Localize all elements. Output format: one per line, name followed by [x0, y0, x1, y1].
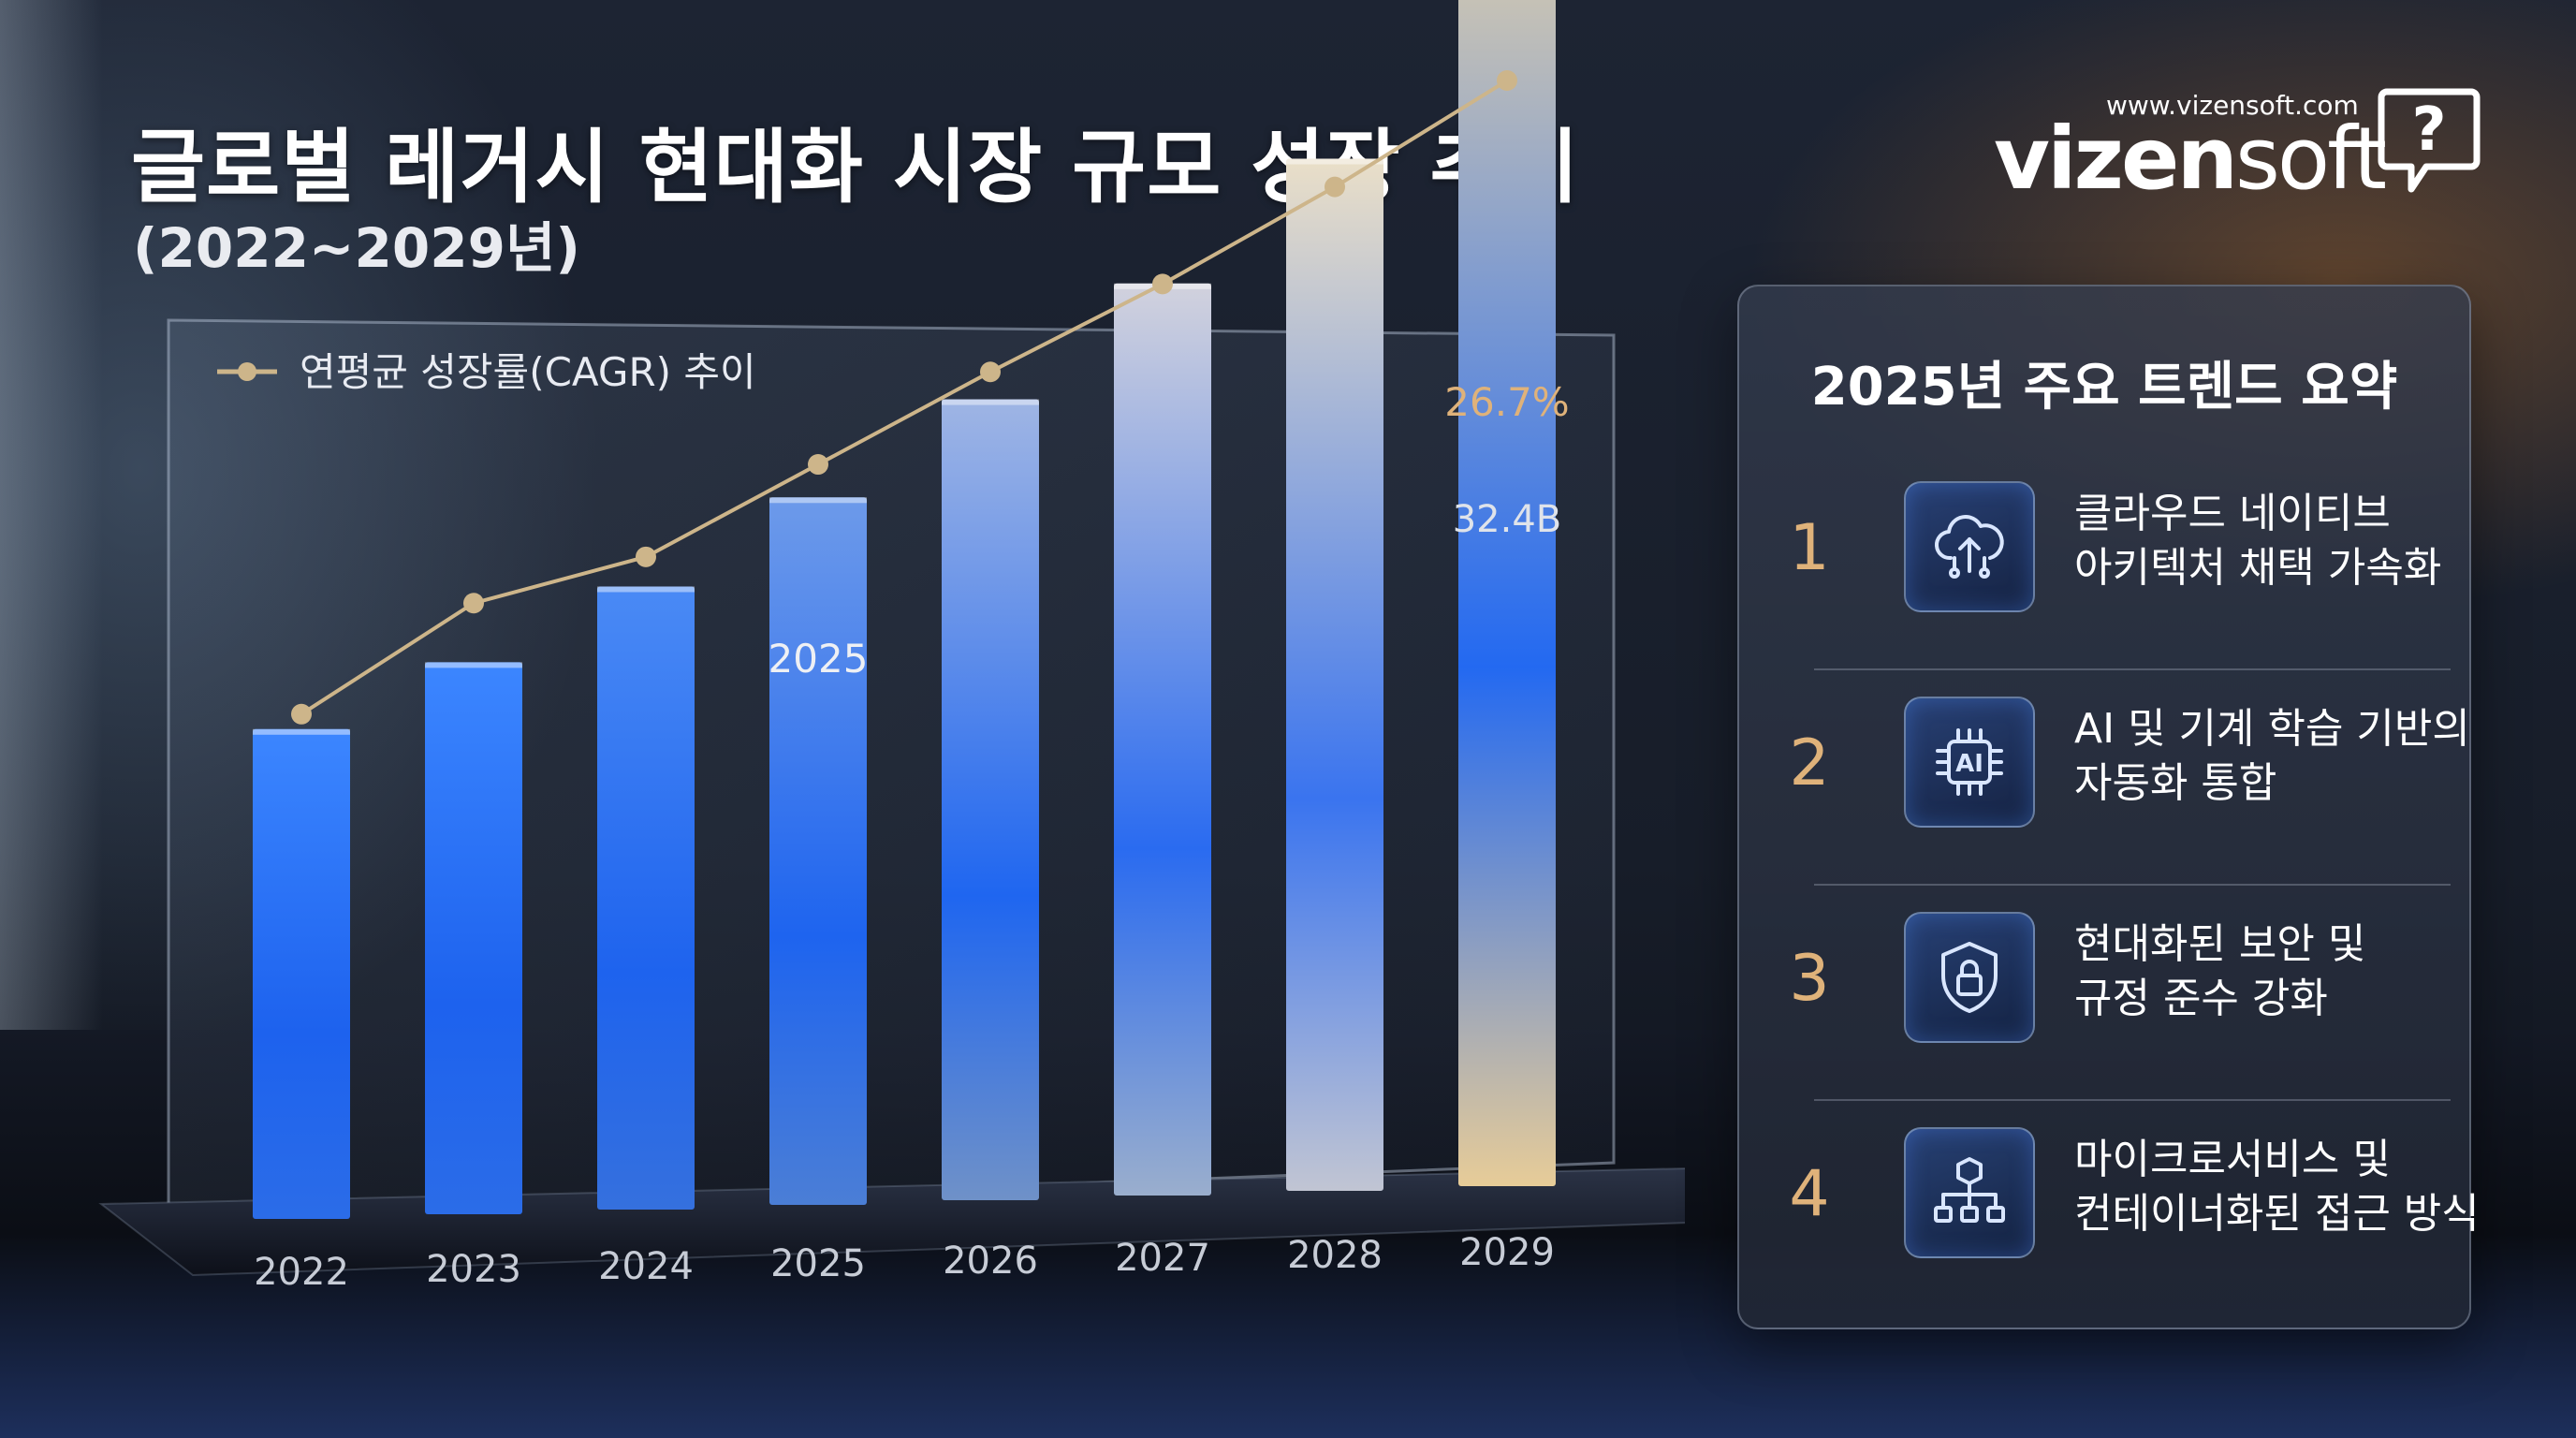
brand-url[interactable]: www.vizensoft.com	[2106, 90, 2359, 121]
legend-marker	[238, 362, 256, 381]
trend-item-1: 1 클라우드 네이티브 아키텍처 채택 가속화	[1777, 455, 2451, 670]
ai-chip-label: AI	[1955, 750, 1983, 778]
trend-text: 현대화된 보안 및 규정 준수 강화	[2074, 917, 2449, 1026]
bar-highlight-2028	[1286, 158, 1383, 165]
trend-number: 1	[1789, 511, 1830, 585]
trend-text-line1: 마이크로서비스 및	[2074, 1136, 2391, 1183]
brand-wordmark: vizensoft	[1994, 116, 2387, 202]
x-tick-label-2025: 2025	[770, 1242, 866, 1285]
microservices-network-icon	[1904, 1127, 2035, 1258]
brand-icon-glyph: ?	[2411, 95, 2446, 165]
ai-chip-icon: AI	[1904, 697, 2035, 828]
cloud-upload-icon	[1904, 481, 2035, 612]
cagr-value-label-2029: 26.7%	[1444, 379, 1569, 425]
trend-text: 클라우드 네이티브 아키텍처 채택 가속화	[2074, 487, 2449, 595]
bar-2023	[425, 662, 522, 1214]
cagr-point-2024	[636, 546, 656, 567]
chart-legend: 연평균 성장률(CAGR) 추이	[217, 349, 756, 395]
trend-item-2: 2 AI AI 및 기계 학습 기반의 자동화 통합	[1777, 670, 2470, 886]
page-subtitle: (2022~2029년)	[133, 216, 580, 280]
brand-wordmark-light: soft	[2234, 109, 2387, 209]
legend-label: 연평균 성장률(CAGR) 추이	[300, 349, 756, 395]
cagr-line	[300, 79, 1509, 716]
cagr-point-2022	[291, 703, 312, 725]
cagr-year-label-2025: 2025	[768, 636, 869, 682]
x-tick-label-2028: 2028	[1287, 1234, 1383, 1277]
panel-title: 2025년 주요 트렌드 요약	[1810, 357, 2398, 418]
x-tick-label-2022: 2022	[254, 1251, 349, 1294]
trend-item-4: 4 마이크로서비스 및 컨테이너화된 접근 방식	[1777, 1101, 2480, 1316]
trend-text: 마이크로서비스 및 컨테이너화된 접근 방식	[2074, 1133, 2480, 1241]
bar-highlight-2026	[942, 399, 1039, 405]
trend-text-line1: 현대화된 보안 및	[2074, 920, 2366, 968]
cagr-point-2025	[808, 454, 828, 476]
glass-panel	[167, 318, 1616, 1221]
bar-value-label-2029: 32.4B	[1453, 498, 1562, 541]
trend-number: 4	[1789, 1157, 1830, 1231]
trend-list: 1 클라우드 네이티브 아키텍처 채택 가속화 2	[1777, 455, 2480, 1316]
speech-bubble-question-icon: ?	[2378, 88, 2481, 193]
bar-highlight-2024	[597, 586, 695, 593]
x-tick-label-2023: 2023	[426, 1248, 521, 1291]
trend-text-line1: AI 및 기계 학습 기반의	[2074, 705, 2470, 753]
bar-2024	[597, 586, 695, 1210]
trend-number: 2	[1789, 726, 1830, 800]
bar-2022	[253, 728, 350, 1219]
trend-number: 3	[1789, 942, 1830, 1016]
bar-highlight-2022	[253, 728, 350, 735]
bar-2027	[1114, 283, 1211, 1196]
x-tick-label-2027: 2027	[1115, 1237, 1210, 1280]
brand-wordmark-bold: vizen	[1994, 109, 2238, 209]
chart-area: 2022 2023 2024 2025 2026 2027 2028 2029 32.4B 26.…	[98, 0, 1685, 1294]
bar-2029	[1458, 0, 1556, 1186]
market-size-chart: 2022 2023 2024 2025 2026 2027 2028 2029 32.4B 26.…	[98, 0, 1685, 1294]
x-tick-label-2026: 2026	[943, 1240, 1038, 1283]
trend-item-3: 3 현대화된 보안 및 규정 준수 강화	[1777, 886, 2451, 1101]
trend-text: AI 및 기계 학습 기반의 자동화 통합	[2074, 702, 2470, 811]
cagr-point-2027	[1152, 273, 1173, 295]
bar-highlight-2025	[769, 497, 867, 504]
cagr-point-2028	[1325, 176, 1345, 198]
bar-2028	[1286, 158, 1383, 1191]
x-tick-label-2024: 2024	[598, 1245, 694, 1288]
x-tick-label-2029: 2029	[1459, 1231, 1555, 1274]
trend-text-line1: 클라우드 네이티브	[2074, 490, 2391, 537]
bar-2025	[769, 497, 867, 1205]
trend-text-line2: 컨테이너화된 접근 방식	[2074, 1190, 2480, 1238]
trend-text-line2: 규정 준수 강화	[2074, 975, 2328, 1022]
cagr-point-2023	[463, 593, 484, 614]
trend-summary-panel: 2025년 주요 트렌드 요약 1 클라우드 네이티브 아키텍처 채택 가속화 …	[1737, 285, 2480, 1329]
cagr-point-2029	[1497, 70, 1517, 92]
brand-logo[interactable]: www.vizensoft.com vizensoft ?	[1994, 84, 2481, 206]
cagr-point-2026	[980, 361, 1001, 383]
trend-text-line2: 자동화 통합	[2074, 759, 2277, 807]
bar-highlight-2023	[425, 662, 522, 668]
trend-text-line2: 아키텍처 채택 가속화	[2074, 544, 2442, 592]
bar-2026	[942, 399, 1039, 1200]
security-shield-lock-icon	[1904, 912, 2035, 1043]
